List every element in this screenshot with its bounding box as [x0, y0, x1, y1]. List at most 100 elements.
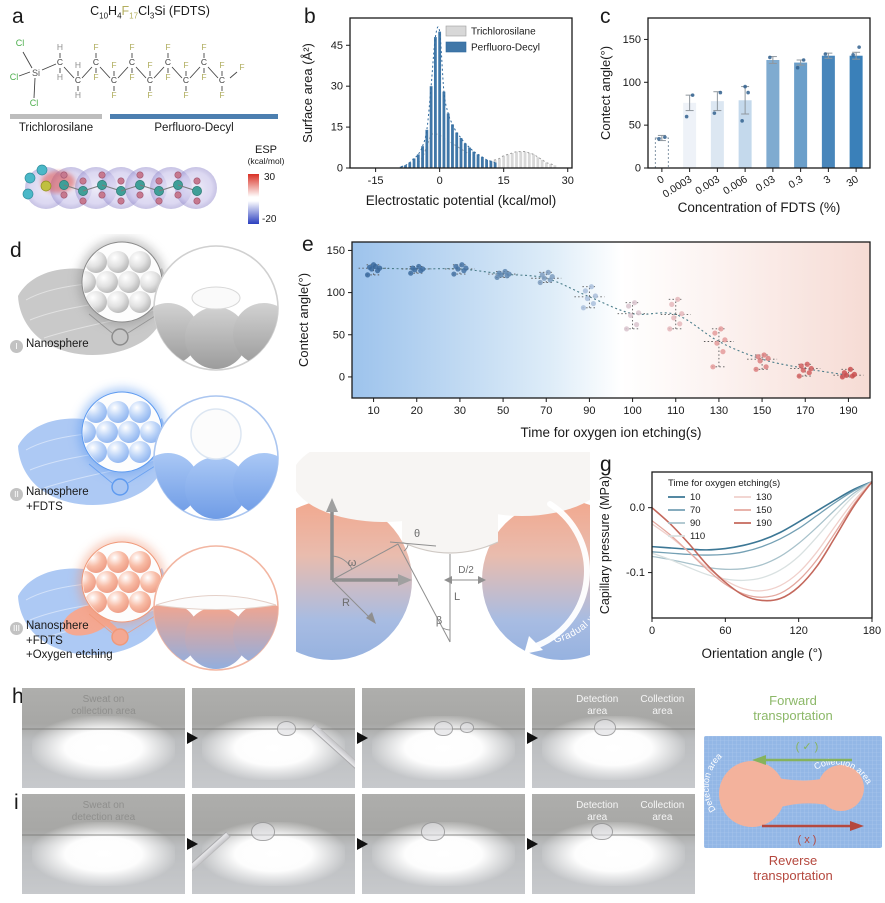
- line-series-70: [651, 481, 873, 556]
- x-tick-label: 0.03: [754, 173, 778, 194]
- h-atom: H: [57, 72, 63, 82]
- c-ball: [192, 186, 202, 196]
- esp-gradient-bar: [248, 174, 259, 224]
- meniscus-fill: [402, 500, 498, 553]
- panel-label-a: a: [12, 5, 24, 28]
- packed-spheres: [83, 551, 161, 613]
- nanosphere: [129, 591, 151, 613]
- data-point: [590, 300, 597, 307]
- panel-i-strip: Sweat on detection area Detection area Col…: [0, 790, 700, 898]
- bond: [99, 66, 111, 79]
- histogram-bar: [459, 138, 463, 168]
- histogram-bar: [498, 158, 501, 168]
- schematic-row-2: [18, 388, 279, 521]
- d-row2-line1: Nanosphere: [26, 486, 89, 498]
- nanosphere: [129, 291, 151, 313]
- arrowhead: [398, 574, 412, 586]
- formula-subscript: 4: [117, 11, 122, 21]
- magnifier-cone-line: [127, 315, 156, 334]
- f-atom: F: [165, 42, 170, 52]
- nanosphere: [83, 421, 96, 443]
- data-point: [675, 296, 681, 302]
- nanosphere-large: [154, 603, 199, 665]
- data-point: [459, 262, 465, 268]
- data-point: [633, 322, 640, 328]
- histogram-bar: [433, 37, 437, 168]
- x-tick-label: 0: [649, 625, 655, 637]
- packed-spheres: [83, 251, 161, 313]
- f-ball: [174, 191, 182, 199]
- title-line2: transportation: [753, 707, 833, 723]
- data-point: [623, 326, 630, 332]
- nanosphere: [107, 291, 129, 313]
- c-atom: C: [129, 57, 135, 67]
- photo-i1: Sweat on detection area: [22, 794, 185, 894]
- histogram-bar: [523, 151, 527, 168]
- data-point: [549, 273, 555, 280]
- nanosphere-large: [154, 453, 199, 515]
- photo-h4: Detection area Collection area: [532, 688, 695, 788]
- droplet-glow: [201, 716, 346, 780]
- x-tick-label: 10: [367, 405, 379, 417]
- omega-label: ω: [348, 557, 357, 569]
- histogram-bar: [425, 129, 429, 168]
- sweat-droplet: [433, 721, 453, 736]
- chart-etching-scatter: 10 20 30 50 70 90 100 110 130 150 170 190 0 50 100 150 T…: [296, 241, 871, 440]
- channel-bridge: [752, 772, 841, 816]
- data-point: [714, 340, 720, 346]
- bar: [849, 55, 863, 168]
- data-point: [801, 58, 806, 62]
- liquid-cloud: [436, 452, 590, 516]
- x-tick-label: 15: [498, 175, 510, 187]
- photo-i3: [362, 794, 525, 894]
- histogram-bar: [429, 86, 433, 168]
- sphere-row: [154, 408, 278, 519]
- data-point: [753, 366, 759, 372]
- arrow-right-icon: [527, 732, 538, 744]
- panel-label-h: h: [12, 685, 24, 708]
- data-point: [746, 90, 750, 95]
- caption-line1: Collection: [640, 800, 685, 811]
- x-tick-label: 130: [710, 405, 728, 417]
- data-point: [669, 301, 675, 307]
- data-point: [506, 271, 512, 277]
- histogram-bar: [519, 151, 523, 168]
- legend-swatch: [445, 25, 467, 37]
- half-gap-label: D/2: [458, 565, 474, 576]
- data-point: [494, 274, 500, 281]
- sweat-droplet: [459, 722, 474, 733]
- formula-part: Cl: [138, 4, 150, 18]
- packed-spheres: [83, 401, 161, 463]
- bond: [207, 66, 219, 79]
- sweat-droplet: [590, 823, 613, 840]
- data-point: [798, 363, 804, 369]
- data-point: [796, 373, 802, 379]
- droplet-glow: [541, 822, 686, 886]
- chart-electrostatic-histogram: -15 0 15 30 0 15 30 45 Electrostatic potential (…: [300, 17, 574, 208]
- data-point: [463, 265, 469, 271]
- magnifier-target: [111, 628, 129, 646]
- bond: [153, 66, 165, 79]
- theta-arc: [403, 544, 409, 552]
- arrowhead: [752, 755, 766, 765]
- detection-area-caption: Detection area: [568, 694, 627, 718]
- data-point: [625, 303, 632, 309]
- data-point: [537, 279, 543, 286]
- histogram-bar: [463, 143, 467, 168]
- data-point: [743, 84, 747, 89]
- y-tick-label: -0.1: [626, 567, 645, 579]
- data-point: [410, 265, 416, 271]
- y-tick-label: 0.0: [630, 502, 645, 514]
- f-atom: F: [147, 90, 152, 100]
- plot-frame: [651, 471, 873, 619]
- f-atom: F: [93, 42, 98, 52]
- nanosphere: [96, 571, 118, 593]
- bond: [33, 77, 36, 99]
- chemical-formula: C10H4F17Cl3Si (FDTS): [6, 4, 294, 21]
- theta-label: θ: [414, 528, 420, 540]
- d-row1-numeral: I: [10, 340, 23, 353]
- f-atom: F: [219, 90, 224, 100]
- x-axis-label: Time for oxygen ion etching(s): [520, 425, 701, 440]
